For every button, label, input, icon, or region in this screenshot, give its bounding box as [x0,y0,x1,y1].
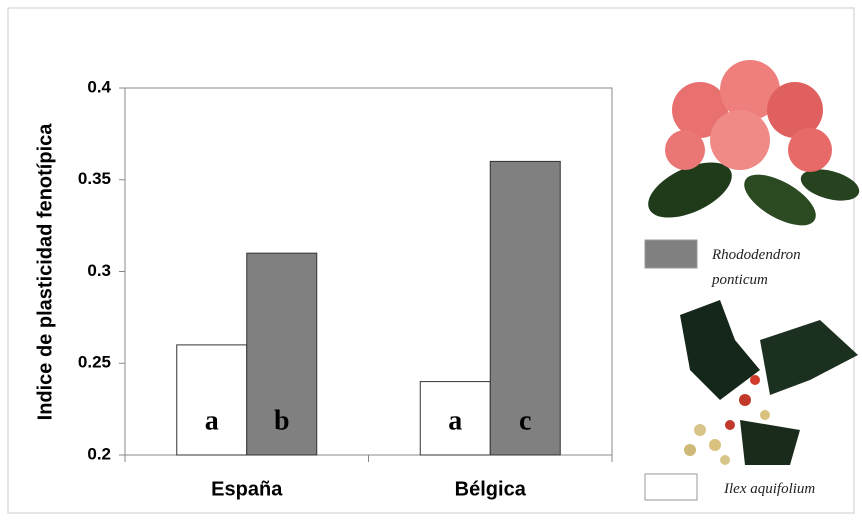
significance-letter: a [448,405,462,436]
y-axis-label: Indice de plasticidad fenotípica [34,123,56,421]
legend-swatch [645,240,697,268]
significance-letter: b [274,405,290,436]
legend-swatch [645,474,697,500]
y-tick-label: 0.25 [78,353,111,372]
y-tick-label: 0.35 [78,169,111,188]
bar [177,345,247,455]
significance-letter: a [205,405,219,436]
legend-label: Ilex aquifolium [724,477,854,502]
legend-label: Rhododendron ponticum [712,243,822,293]
rhododendron-illustration [640,60,862,236]
y-tick-label: 0.4 [87,77,111,96]
x-tick-label: Bélgica [455,478,527,500]
page: Indice de plasticidad fenotípica 0.2 0.25… [0,0,862,521]
x-tick-label: España [211,478,283,500]
y-tick-label: 0.2 [87,444,111,463]
y-tick-label: 0.3 [87,261,111,280]
holly-illustration [680,300,858,465]
significance-letter: c [519,405,531,436]
